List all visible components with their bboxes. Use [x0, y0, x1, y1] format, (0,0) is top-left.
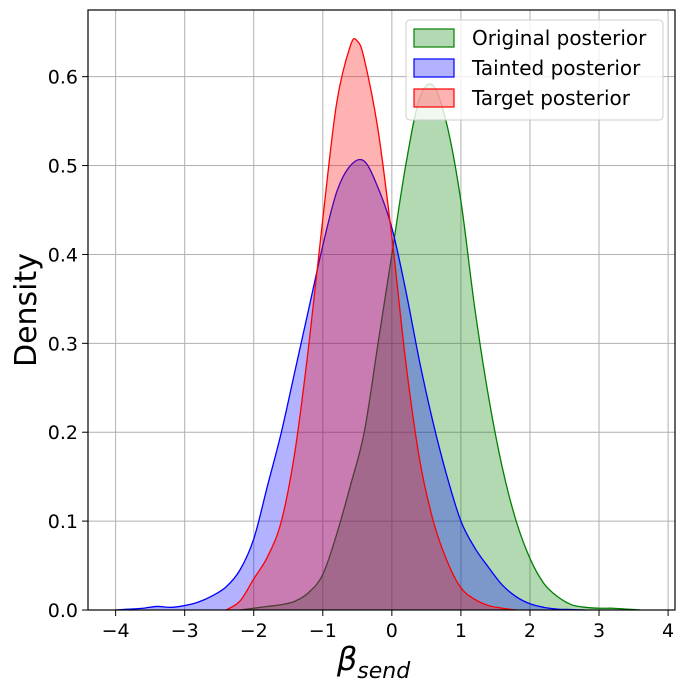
axis-ticks: −4 −3 −2 −1 0 1 2 3 4 0.0 0.1 0.2 0.3 0.4 0.5 0.6: [48, 67, 674, 642]
legend-label-original-posterior: Original posterior: [472, 26, 647, 50]
original-posterior-area: [239, 83, 641, 611]
x-tick-label: −1: [309, 620, 337, 642]
x-tick-label: 1: [455, 620, 467, 642]
x-axis-label-main: β: [336, 640, 357, 678]
target-posterior-area: [226, 38, 517, 611]
y-tick-label: 0.3: [48, 333, 78, 355]
target-posterior-line: [225, 37, 517, 611]
y-tick-label: 0.0: [48, 600, 78, 622]
y-tick-label: 0.6: [48, 67, 78, 89]
x-tick-label: 3: [593, 620, 605, 642]
plot-frame: [87, 9, 676, 611]
legend-swatch-original-posterior: [413, 28, 455, 48]
x-tick-label: 0: [386, 620, 398, 642]
legend-label-target-posterior: Target posterior: [471, 86, 631, 110]
x-tick-label: 2: [524, 620, 536, 642]
tainted-posterior-area: [115, 159, 586, 611]
x-tick-label: 4: [662, 620, 674, 642]
density-areas: [115, 37, 641, 611]
x-tick-label: −2: [240, 620, 268, 642]
legend-swatch-target-posterior: [413, 88, 455, 108]
x-axis-label-subscript: send: [357, 659, 411, 684]
y-axis-label: Density: [9, 253, 44, 367]
legend-box: [405, 19, 664, 121]
x-tick-label: −4: [102, 620, 130, 642]
y-tick-label: 0.1: [48, 511, 78, 533]
y-tick-label: 0.4: [48, 244, 78, 266]
x-axis-label: βsend: [336, 640, 411, 684]
legend: Original posterior Tainted posterior Targe…: [405, 19, 664, 121]
x-tick-label: −3: [171, 620, 199, 642]
y-tick-label: 0.5: [48, 156, 78, 178]
legend-label-tainted-posterior: Tainted posterior: [471, 56, 641, 80]
legend-swatch-tainted-posterior: [413, 58, 455, 78]
y-tick-label: 0.2: [48, 422, 78, 444]
tainted-posterior-line: [115, 158, 586, 611]
